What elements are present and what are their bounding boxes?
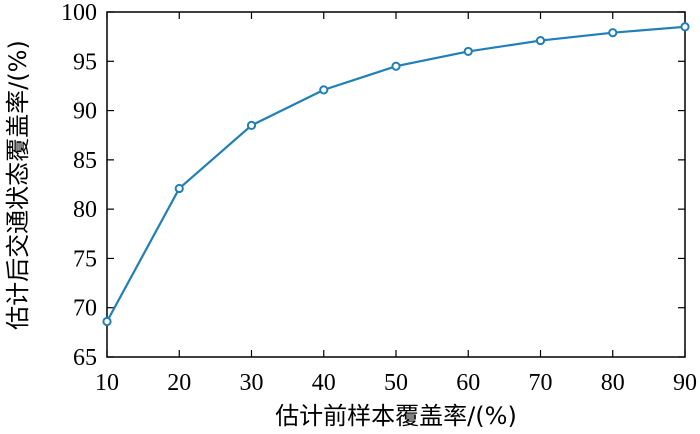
y-tick-label: 90 [73, 99, 97, 125]
data-point [463, 46, 473, 57]
data-point [608, 28, 618, 38]
x-tick-label: 20 [167, 370, 191, 396]
data-point [246, 120, 257, 130]
x-tick-label: 30 [240, 370, 264, 396]
y-tick-label: 80 [73, 197, 97, 223]
data-point [535, 35, 546, 46]
y-tick-label: 65 [73, 345, 97, 371]
y-tick-label: 70 [73, 296, 97, 322]
x-tick-label: 90 [673, 370, 697, 396]
x-tick-label: 70 [529, 370, 553, 396]
x-tick-label: 50 [384, 370, 408, 396]
data-point [391, 61, 401, 71]
y-tick-label: 95 [73, 49, 97, 75]
series-line [106, 25, 686, 323]
data-point [102, 316, 112, 327]
y-tick-label: 100 [61, 0, 97, 26]
y-axis-title: 估计后交通状态覆盖率/(%) [4, 40, 32, 330]
data-point [319, 85, 329, 95]
x-axis-title: 估计前样本覆盖率/(%) [275, 402, 517, 430]
y-tick-label: 85 [73, 148, 97, 174]
axis-ticks [106, 11, 686, 358]
x-tick-label: 40 [312, 370, 336, 396]
x-tick-label: 60 [456, 370, 480, 396]
tick-labels: 10 20 30 40 50 60 70 80 90 65 70 75 80 85 90 95 100 [61, 0, 697, 396]
data-point [680, 22, 690, 32]
x-tick-label: 80 [601, 370, 625, 396]
x-tick-label: 10 [95, 370, 119, 396]
y-tick-label: 75 [73, 246, 97, 272]
series-group [102, 22, 690, 327]
data-point [174, 183, 184, 194]
